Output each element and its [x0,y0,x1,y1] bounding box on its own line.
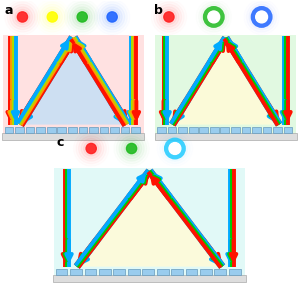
Circle shape [107,12,117,22]
Circle shape [47,12,57,22]
Circle shape [50,14,55,20]
Bar [68,127,77,133]
Bar [85,269,96,275]
Bar [214,269,226,275]
Bar [89,127,98,133]
Bar [99,269,111,275]
Circle shape [124,141,139,156]
Text: c: c [57,136,64,148]
Circle shape [45,9,60,25]
Bar [229,269,241,275]
Bar [200,269,212,275]
Circle shape [211,14,216,20]
Bar [128,269,140,275]
Circle shape [17,12,28,22]
Circle shape [84,141,99,156]
Bar [100,127,108,133]
Circle shape [77,12,87,22]
Circle shape [105,9,120,25]
Circle shape [208,11,220,23]
Bar [178,127,187,133]
Circle shape [167,14,171,20]
Circle shape [86,143,96,154]
Bar [157,269,169,275]
Circle shape [169,142,181,154]
Bar [70,269,82,275]
Polygon shape [77,171,222,267]
Circle shape [47,12,57,22]
Circle shape [170,143,180,154]
Text: a: a [4,4,13,17]
Bar [284,127,292,133]
Circle shape [129,146,134,151]
Bar [131,127,140,133]
Bar [121,127,129,133]
Bar [171,269,183,275]
Bar [273,127,282,133]
Bar [186,269,197,275]
Bar [231,127,240,133]
Bar [199,127,208,133]
Circle shape [126,143,137,154]
Circle shape [20,14,25,20]
Bar [113,269,125,275]
Circle shape [209,12,219,22]
Circle shape [164,12,174,22]
Circle shape [256,11,268,23]
Circle shape [173,146,177,151]
Circle shape [75,9,90,25]
Circle shape [257,12,267,22]
Circle shape [161,9,176,25]
Bar [53,275,246,282]
Bar [57,127,66,133]
Circle shape [89,146,94,151]
Bar [189,127,198,133]
Bar [54,168,245,282]
Circle shape [80,14,85,20]
Circle shape [15,9,30,25]
Bar [47,127,56,133]
Bar [155,133,297,140]
Bar [56,269,68,275]
Bar [5,127,13,133]
Circle shape [164,12,174,22]
Circle shape [259,14,264,20]
Circle shape [107,12,117,22]
Bar [252,127,261,133]
Bar [210,127,219,133]
Bar [168,127,176,133]
Polygon shape [20,38,127,124]
Bar [79,127,87,133]
Bar [263,127,271,133]
Circle shape [126,143,137,154]
Bar [157,127,166,133]
Bar [3,35,144,140]
Circle shape [86,143,96,154]
Bar [36,127,45,133]
Circle shape [110,14,115,20]
Bar [26,127,34,133]
Circle shape [17,12,28,22]
Text: b: b [154,4,163,17]
Bar [242,127,250,133]
Bar [110,127,119,133]
Polygon shape [172,38,279,124]
Bar [142,269,154,275]
Bar [15,127,24,133]
Bar [220,127,229,133]
Bar [155,35,296,140]
Bar [2,133,144,140]
Circle shape [77,12,87,22]
